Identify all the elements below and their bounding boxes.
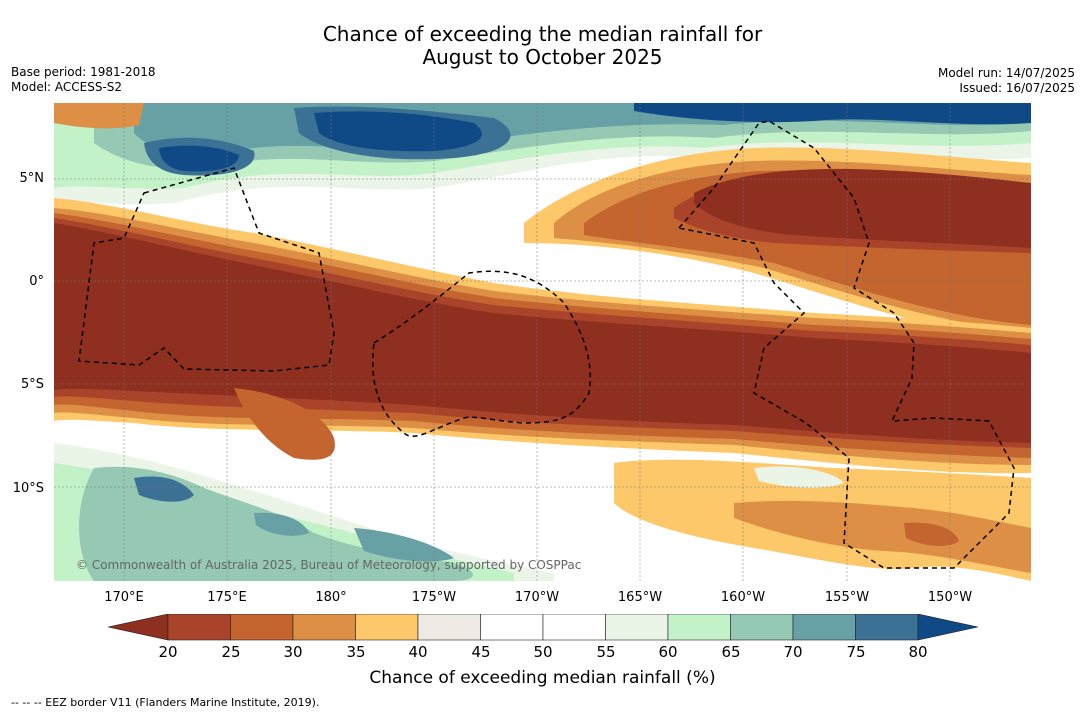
colorbar-tick-80: 80 [908, 643, 928, 661]
lon-label-150w: 150°W [927, 590, 973, 605]
model-run: Model run: 14/07/2025 [937, 66, 1075, 80]
map-svg [54, 103, 1031, 581]
colorbar-swatch [355, 614, 419, 641]
colorbar-tick-70: 70 [783, 643, 803, 661]
issued-date: Issued: 16/07/2025 [959, 81, 1075, 95]
colorbar-title: Chance of exceeding median rainfall (%) [369, 668, 716, 688]
colorbar-tick-45: 45 [471, 643, 491, 661]
chart-title-line2: August to October 2025 [422, 45, 663, 69]
lon-label-170w: 170°W [514, 590, 560, 605]
colorbar-swatch [480, 614, 544, 641]
lon-label-170e: 170°E [104, 590, 144, 605]
colorbar-tick-50: 50 [533, 643, 553, 661]
colorbar-tick-30: 30 [283, 643, 303, 661]
colorbar-swatch [230, 614, 294, 641]
colorbar-swatch [855, 614, 919, 641]
colorbar-tick-20: 20 [158, 643, 178, 661]
colorbar-swatch [792, 614, 856, 641]
lon-label-160w: 160°W [720, 590, 766, 605]
lon-label-155w: 155°W [824, 590, 870, 605]
lat-label-5s: 5°S [20, 377, 44, 392]
colorbar [107, 614, 979, 641]
colorbar-swatch [917, 614, 979, 641]
colorbar-tick-75: 75 [846, 643, 866, 661]
base-period: Base period: 1981-2018 [11, 65, 156, 79]
lon-label-175e: 175°E [207, 590, 247, 605]
colorbar-swatch [667, 614, 731, 641]
colorbar-tick-25: 25 [221, 643, 241, 661]
colorbar-swatch [167, 614, 231, 641]
lon-label-180: 180° [315, 590, 347, 605]
colorbar-swatch [730, 614, 794, 641]
chart-title-line1: Chance of exceeding the median rainfall … [322, 22, 763, 46]
colorbar-swatch [107, 614, 169, 641]
colorbar-swatch [542, 614, 606, 641]
colorbar-tick-65: 65 [721, 643, 741, 661]
colorbar-tick-35: 35 [346, 643, 366, 661]
model-name: Model: ACCESS-S2 [11, 80, 123, 94]
colorbar-tick-40: 40 [408, 643, 428, 661]
lon-label-175w: 175°W [411, 590, 457, 605]
colorbar-swatch [417, 614, 481, 641]
rainfall-map: © Commonwealth of Australia 2025, Bureau… [54, 103, 1031, 581]
lon-label-165w: 165°W [617, 590, 663, 605]
lat-label-10s: 10°S [12, 481, 44, 496]
lat-label-5n: 5°N [19, 171, 45, 186]
copyright-notice: © Commonwealth of Australia 2025, Bureau… [76, 558, 582, 572]
colorbar-swatch [605, 614, 669, 641]
colorbar-tick-60: 60 [658, 643, 678, 661]
colorbar-tick-55: 55 [596, 643, 616, 661]
colorbar-swatch [292, 614, 356, 641]
eez-legend-note: -- -- -- EEZ border V11 (Flanders Marine… [11, 696, 320, 709]
lat-label-0: 0° [29, 274, 44, 289]
